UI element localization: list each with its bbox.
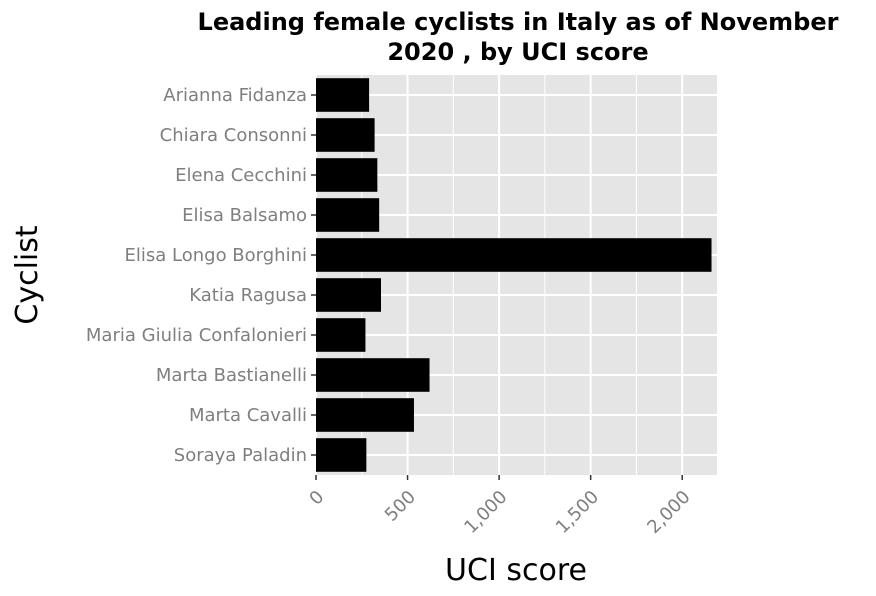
bar — [316, 238, 712, 272]
y-tick-label: Arianna Fidanza — [163, 85, 307, 106]
y-tick-label: Elisa Balsamo — [182, 205, 307, 226]
gridlines — [315, 75, 717, 475]
y-tick-label: Maria Giulia Confalonieri — [86, 325, 307, 346]
y-axis-title: Cyclist — [10, 225, 45, 324]
bar — [316, 118, 375, 152]
bar — [316, 158, 378, 192]
bar — [316, 318, 366, 352]
x-axis: 0 500 1,000 1,500 2,000 — [305, 475, 695, 538]
x-tick-label: 2,000 — [643, 487, 694, 538]
y-tick-label: Marta Cavalli — [189, 405, 307, 426]
x-tick-label: 1,000 — [460, 487, 511, 538]
x-axis-title: UCI score — [445, 553, 587, 588]
y-tick-label: Marta Bastianelli — [156, 365, 307, 386]
y-tick-label: Soraya Paladin — [174, 445, 307, 466]
bar — [316, 358, 430, 392]
y-tick-label: Katia Ragusa — [189, 285, 307, 306]
bar — [316, 398, 414, 432]
bars — [316, 78, 712, 472]
bar — [316, 198, 380, 232]
y-tick-label: Elena Cecchini — [175, 165, 307, 186]
bar — [316, 278, 382, 312]
chart-title-line-1: Leading female cyclists in Italy as of N… — [198, 8, 839, 36]
y-axis: Arianna Fidanza Chiara Consonni Elena Cecc… — [86, 85, 316, 466]
y-tick-label: Chiara Consonni — [160, 125, 307, 146]
bar — [316, 78, 370, 112]
bar — [316, 438, 367, 472]
x-tick-label: 0 — [305, 487, 328, 510]
chart-title-line-2: 2020 , by UCI score — [387, 38, 648, 66]
x-tick-label: 500 — [381, 487, 420, 526]
x-tick-label: 1,500 — [552, 487, 603, 538]
y-tick-label: Elisa Longo Borghini — [125, 245, 308, 266]
